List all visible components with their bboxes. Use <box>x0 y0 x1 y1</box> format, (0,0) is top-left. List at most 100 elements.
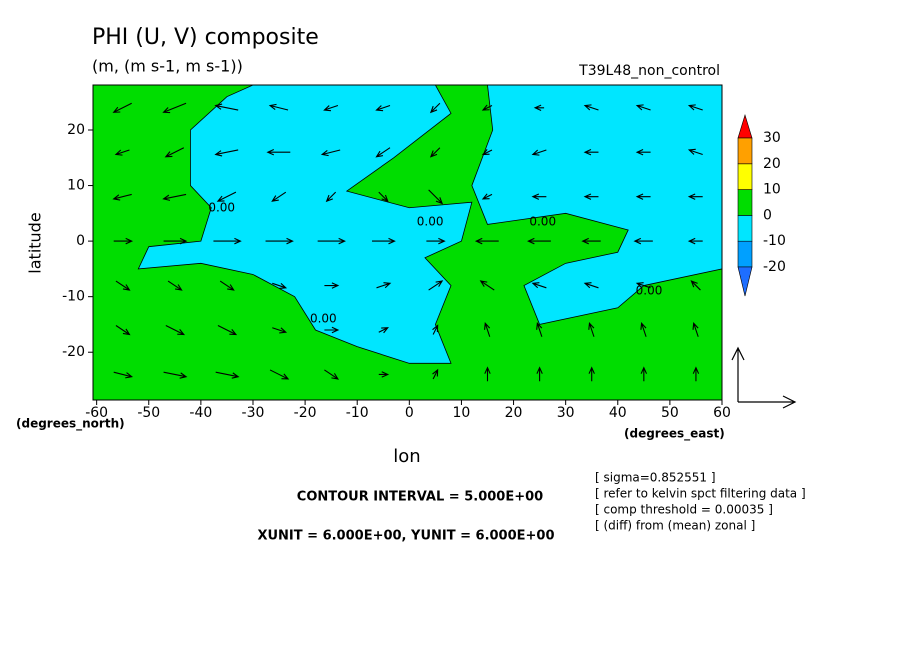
wind-vector <box>375 147 391 158</box>
wind-vector <box>428 280 444 291</box>
wind-vector <box>428 189 444 205</box>
wind-vector <box>481 149 493 156</box>
colorbar-segment <box>737 137 753 165</box>
wind-vector <box>266 149 291 156</box>
colorbar-label: 10 <box>763 182 781 198</box>
x-tick-label: 40 <box>609 405 627 421</box>
wind-vector <box>426 237 446 245</box>
wind-vector <box>317 237 346 245</box>
reference-vector <box>731 346 797 409</box>
x-tick-label: -50 <box>137 405 160 421</box>
wind-vector <box>112 193 132 201</box>
wind-vector <box>429 102 441 114</box>
contour-label: 0.00 <box>417 215 444 229</box>
wind-vector <box>687 148 703 155</box>
wind-vector <box>269 369 290 380</box>
x-tick-label: -10 <box>346 405 369 421</box>
x-axis-title: lon <box>393 446 420 467</box>
wind-vector <box>163 237 188 245</box>
wind-vector <box>640 366 648 382</box>
x-tick-label: 20 <box>505 405 523 421</box>
x-units: (degrees_east) <box>624 427 725 442</box>
chart-subtitle: (m, (m s-1, m s-1)) <box>92 57 243 76</box>
wind-vector <box>687 193 703 200</box>
wind-vector <box>533 104 545 111</box>
wind-vector <box>213 237 242 245</box>
colorbar-label: 30 <box>763 130 781 146</box>
wind-vector <box>583 149 599 156</box>
wind-vector <box>162 102 187 114</box>
note: [ refer to kelvin spct filtering data ] <box>595 487 806 501</box>
wind-vector <box>167 280 183 291</box>
x-tick-label: 0 <box>405 405 414 421</box>
wind-vector <box>113 237 134 245</box>
wind-vector <box>320 149 341 157</box>
wind-vector <box>112 102 132 113</box>
colorbar-label: 0 <box>763 207 772 223</box>
wind-vector <box>429 147 441 158</box>
wind-vector <box>164 147 185 158</box>
plot-area: 0.00 0.00 0.00 0.00 0.00 <box>92 84 723 401</box>
wind-vector <box>165 325 186 336</box>
wind-vector <box>372 237 396 245</box>
wind-vector <box>378 327 389 334</box>
ref-arrow-u <box>738 395 797 409</box>
wind-vector <box>162 193 187 201</box>
contour-label: 0.00 <box>208 200 235 214</box>
wind-vector <box>479 280 495 291</box>
vector-field <box>112 102 703 382</box>
contour-fill <box>471 84 723 325</box>
wind-vector <box>217 325 238 336</box>
wind-vector <box>163 371 188 379</box>
wind-vector <box>484 366 491 382</box>
units-note: XUNIT = 6.000E+00, YUNIT = 6.000E+00 <box>257 529 554 544</box>
y-units: (degrees_north) <box>16 417 125 432</box>
note: [ sigma=0.852551 ] <box>595 471 716 485</box>
wind-vector <box>583 193 599 200</box>
wind-vector <box>432 368 439 380</box>
wind-vector <box>215 371 240 379</box>
x-tick-label: 50 <box>661 405 679 421</box>
contour-label: 0.00 <box>636 284 663 298</box>
wind-vector <box>583 282 599 289</box>
x-tick-label: -60 <box>85 405 108 421</box>
y-tick-label: 10 <box>67 178 85 194</box>
wind-vector <box>531 149 547 156</box>
wind-vector <box>378 191 389 203</box>
wind-vector <box>375 105 391 112</box>
wind-vector <box>378 371 390 378</box>
x-tick-label: 60 <box>713 405 731 421</box>
wind-vector <box>690 280 701 291</box>
contour-label: 0.00 <box>310 311 337 325</box>
wind-vector <box>271 191 287 202</box>
wind-vector <box>324 326 340 334</box>
y-tick-label: 0 <box>76 233 85 249</box>
x-tick-label: -40 <box>189 405 212 421</box>
wind-vector <box>692 366 700 382</box>
wind-vector <box>536 321 543 337</box>
wind-vector <box>531 282 547 289</box>
y-tick-label: 20 <box>67 122 85 138</box>
y-tick-label: -20 <box>62 344 85 360</box>
contour-interval: CONTOUR INTERVAL = 5.000E+00 <box>297 490 543 505</box>
wind-vector <box>432 324 439 335</box>
wind-vector <box>265 237 294 245</box>
wind-vector <box>583 104 599 111</box>
chart-title: PHI (U, V) composite <box>92 25 319 50</box>
wind-vector <box>635 282 651 289</box>
wind-vector <box>324 369 340 380</box>
wind-vector <box>692 321 699 337</box>
wind-vector <box>481 193 493 200</box>
wind-vector <box>588 321 595 337</box>
wind-vector <box>635 149 651 156</box>
wind-vector <box>640 321 647 337</box>
wind-vector <box>325 191 337 203</box>
colorbar-low <box>737 266 753 297</box>
ref-arrow-v <box>731 346 745 402</box>
wind-vector <box>114 149 130 156</box>
contour-fill <box>137 84 473 364</box>
wind-vector <box>214 149 239 157</box>
wind-vector <box>687 104 703 111</box>
wind-vector <box>214 103 239 111</box>
